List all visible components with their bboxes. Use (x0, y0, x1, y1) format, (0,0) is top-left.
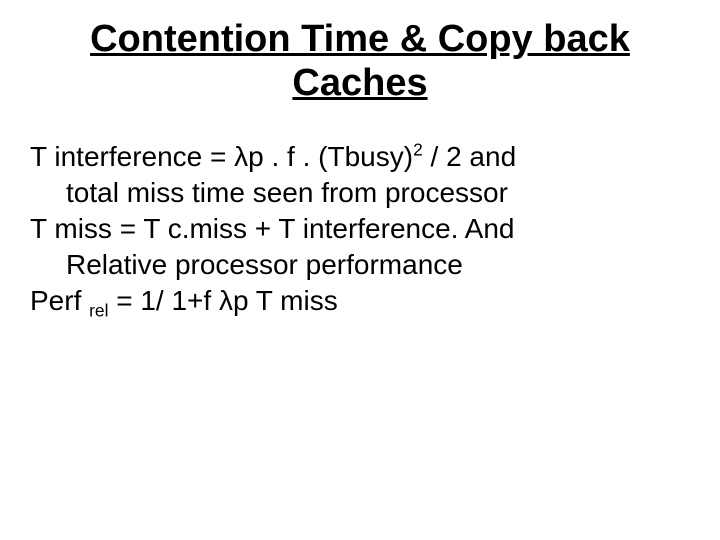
exponent-2: 2 (413, 140, 423, 160)
perf-subscript: rel (89, 300, 108, 320)
slide-title: Contention Time & Copy back Caches (30, 18, 690, 105)
t-interference-expr-a: T interference = λp . f . (Tbusy) (30, 141, 413, 172)
body-line-2: total miss time seen from processor (30, 175, 684, 211)
slide-body: T interference = λp . f . (Tbusy)2 / 2 a… (30, 139, 690, 318)
title-line-2: Caches (292, 62, 427, 104)
title-line-1: Contention Time & Copy back (90, 18, 630, 60)
slide: Contention Time & Copy back Caches T int… (0, 0, 720, 540)
body-line-1: T interference = λp . f . (Tbusy)2 / 2 a… (30, 139, 684, 175)
body-line-3: T miss = T c.miss + T interference. And (30, 211, 684, 247)
t-interference-expr-b: / 2 and (423, 141, 516, 172)
perf-expr: = 1/ 1+f λp T miss (108, 285, 337, 316)
body-line-5: Perf rel = 1/ 1+f λp T miss (30, 283, 684, 319)
body-line-4: Relative processor performance (30, 247, 684, 283)
perf-label: Perf (30, 285, 89, 316)
